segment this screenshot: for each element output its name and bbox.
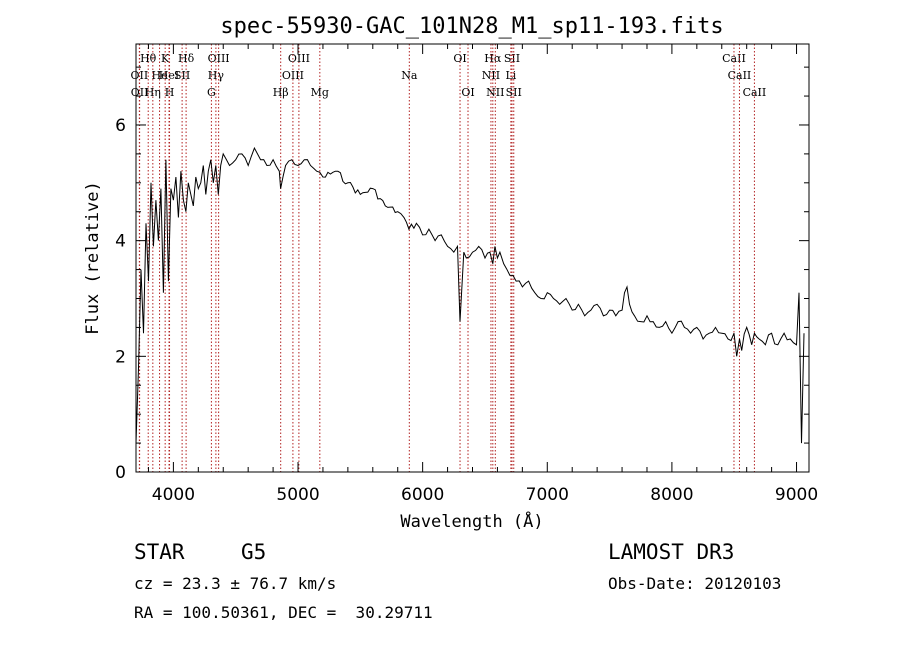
marker-label: HeI: [159, 69, 179, 82]
y-tick-label: 6: [115, 116, 126, 136]
marker-label: G: [207, 86, 216, 99]
marker-label: Hδ: [178, 52, 195, 65]
marker-label: NII: [482, 69, 500, 82]
marker-label: Hη: [145, 86, 161, 99]
x-tick-label: 9000: [775, 485, 818, 505]
marker-label: Hθ: [140, 52, 157, 65]
marker-label: OII: [131, 86, 149, 99]
marker-label: SII: [174, 69, 190, 82]
marker-label: CaII: [728, 69, 752, 82]
marker-label: OIII: [288, 52, 310, 65]
marker-label: NII: [486, 86, 504, 99]
marker-label: Na: [401, 69, 418, 82]
spectrum-line: [135, 146, 805, 444]
marker-label: OI: [453, 52, 466, 65]
marker-label: Hγ: [208, 69, 225, 82]
x-tick-label: 5000: [276, 485, 319, 505]
marker-label: OIII: [282, 69, 304, 82]
x-tick-label: 8000: [650, 485, 693, 505]
marker-label: Li: [505, 69, 516, 82]
observation-date: Obs-Date: 20120103: [608, 574, 782, 593]
object-class: STAR: [134, 540, 185, 564]
marker-label: CaII: [722, 52, 746, 65]
redshift-velocity: cz = 23.3 ± 76.7 km/s: [134, 574, 337, 593]
coordinates: RA = 100.50361, DEC = 30.29711: [134, 603, 433, 622]
x-tick-label: 4000: [152, 485, 195, 505]
marker-label: He: [152, 69, 168, 82]
y-tick-label: 2: [115, 347, 126, 367]
marker-label: H: [165, 86, 175, 99]
x-tick-label: 7000: [526, 485, 569, 505]
marker-label: OI: [461, 86, 474, 99]
x-axis: 4000 5000 6000 7000 8000 9000: [147, 44, 818, 505]
x-axis-label: Wavelength (Å): [400, 510, 543, 532]
y-axis-label: Flux (relative): [83, 181, 103, 335]
marker-label: K: [161, 52, 170, 65]
marker-label: Mg: [311, 86, 329, 99]
marker-label: CaII: [743, 86, 767, 99]
x-tick-label: 6000: [401, 485, 444, 505]
spectral-subclass: G5: [241, 540, 267, 564]
plot-frame: [135, 43, 810, 473]
marker-label: SII: [504, 52, 520, 65]
y-tick-label: 4: [115, 232, 126, 252]
marker-label: Hβ: [273, 86, 289, 99]
y-tick-label: 0: [115, 463, 126, 483]
marker-label: Hα: [484, 52, 502, 65]
chart-title: spec-55930-GAC_101N28_M1_sp11-193.fits: [220, 14, 723, 39]
marker-label: SII: [506, 86, 522, 99]
survey-name: LAMOST DR3: [608, 540, 735, 564]
y-axis: 0 2 4 6: [115, 66, 809, 483]
marker-label: OIII: [208, 52, 230, 65]
